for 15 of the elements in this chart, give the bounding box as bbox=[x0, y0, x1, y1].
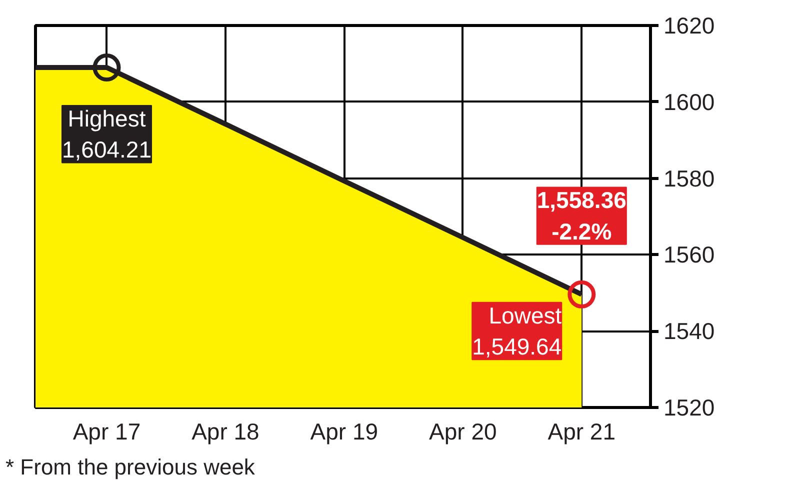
annotation: 1,558.36 -2.2% bbox=[536, 187, 626, 244]
y-tick-label: 1540 bbox=[664, 318, 715, 344]
y-tick-label: 1520 bbox=[664, 394, 715, 420]
y-tick-label: 1620 bbox=[664, 12, 715, 38]
annotation: Highest 1,604.21 bbox=[62, 106, 152, 163]
y-tick-label: 1600 bbox=[664, 88, 715, 115]
y-tick-label: 1560 bbox=[664, 242, 715, 268]
x-tick-label: Apr 17 bbox=[72, 418, 141, 444]
y-tick-label: 1580 bbox=[664, 165, 715, 192]
annotation: Lowest 1,549.64 bbox=[472, 302, 562, 360]
x-tick-label: Apr 18 bbox=[192, 418, 260, 444]
text: * From the previous week bbox=[6, 454, 256, 480]
x-tick-label: Apr 21 bbox=[548, 418, 616, 444]
x-tick-label: Apr 19 bbox=[310, 418, 378, 444]
x-tick-label: Apr 20 bbox=[429, 418, 497, 444]
